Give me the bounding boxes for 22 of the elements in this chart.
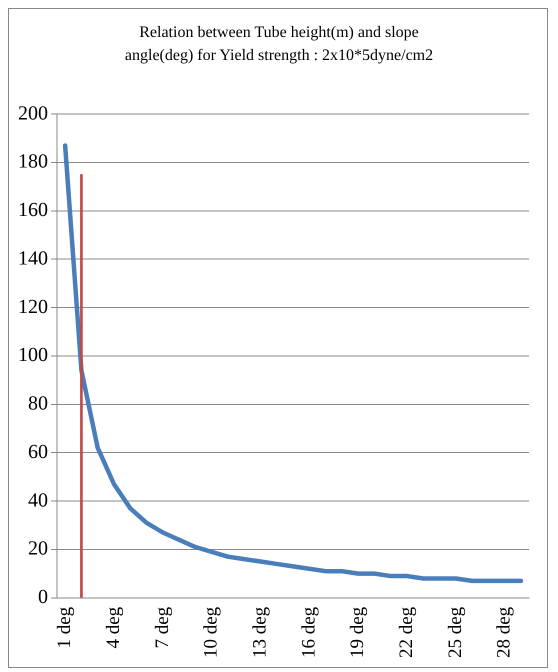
x-tick-label: 13 deg bbox=[249, 606, 270, 658]
x-tick-label: 19 deg bbox=[347, 606, 368, 658]
y-tick-label: 0 bbox=[38, 586, 48, 608]
y-tick-label: 40 bbox=[28, 489, 48, 512]
y-tick-label: 20 bbox=[28, 538, 48, 560]
x-tick-label: 7 deg bbox=[152, 606, 173, 649]
x-tick-label: 1 deg bbox=[54, 606, 76, 649]
x-tick-label: 22 deg bbox=[396, 606, 417, 658]
y-tick-label: 80 bbox=[28, 392, 48, 415]
x-tick-label: 16 deg bbox=[298, 606, 320, 658]
y-tick-label: 160 bbox=[18, 199, 48, 222]
x-tick-label: 4 deg bbox=[102, 606, 124, 649]
y-tick-label: 200 bbox=[18, 102, 48, 124]
y-tick-label: 140 bbox=[18, 247, 48, 270]
y-tick-label: 180 bbox=[18, 150, 48, 173]
x-tick-label: 10 deg bbox=[200, 606, 222, 658]
x-tick-label: 25 deg bbox=[444, 606, 466, 658]
chart-title: Relation between Tube height(m) and slope angle(deg) for Yield strength : 2x10*5dyne/cm2 bbox=[124, 23, 434, 66]
x-tick-label: 28 deg bbox=[494, 606, 515, 658]
y-tick-label: 60 bbox=[28, 440, 48, 463]
y-tick-label: 120 bbox=[18, 296, 48, 318]
y-tick-label: 100 bbox=[18, 344, 48, 366]
